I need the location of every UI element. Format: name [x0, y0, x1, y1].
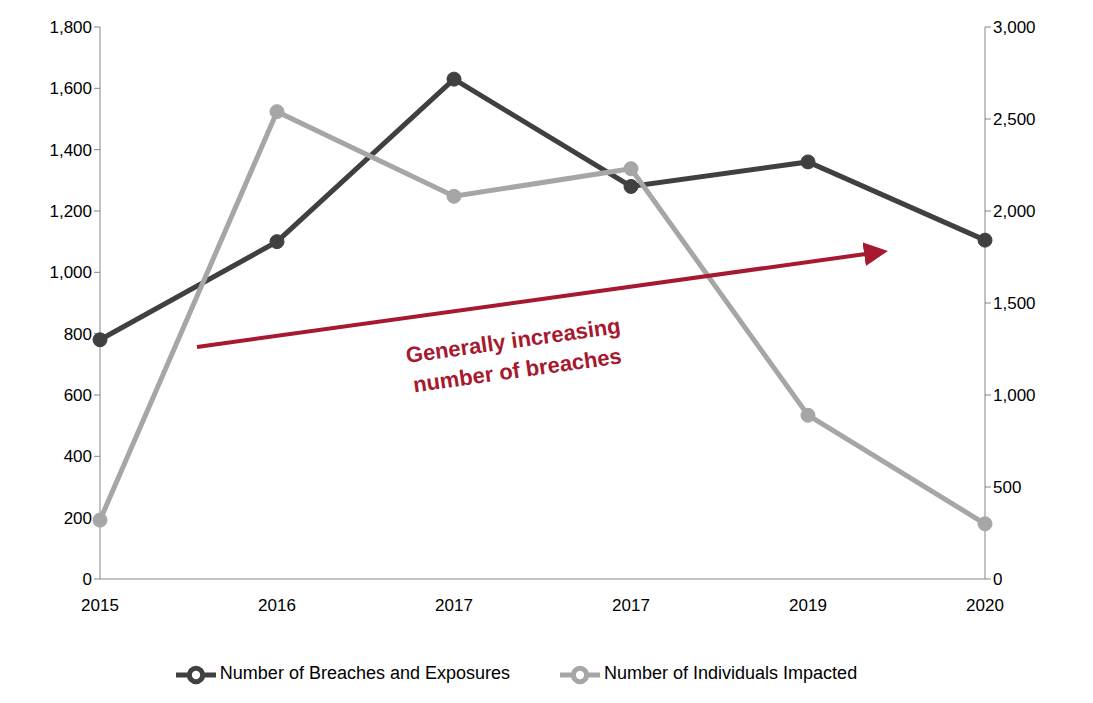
svg-text:1,000: 1,000	[49, 263, 92, 282]
svg-text:1,400: 1,400	[49, 141, 92, 160]
svg-text:2016: 2016	[258, 596, 296, 615]
svg-text:2019: 2019	[789, 596, 827, 615]
svg-text:1,000: 1,000	[993, 386, 1036, 405]
html-text:Number of Breaches and Exposur: Number of Breaches and Exposures	[219, 663, 510, 684]
svg-text:2,000: 2,000	[993, 202, 1036, 221]
svg-text:1,600: 1,600	[49, 79, 92, 98]
svg-text:1,800: 1,800	[49, 18, 92, 37]
svg-text:0: 0	[83, 570, 92, 589]
svg-text:number of breaches: number of breaches	[411, 343, 623, 397]
svg-text:0: 0	[993, 570, 1002, 589]
html-text:Number of Individuals Impacted: Number of Individuals Impacted	[604, 663, 858, 684]
svg-text:2,500: 2,500	[993, 110, 1036, 129]
svg-text:2015: 2015	[81, 596, 119, 615]
svg-text:800: 800	[64, 325, 92, 344]
svg-text:400: 400	[64, 447, 92, 466]
svg-text:1,200: 1,200	[49, 202, 92, 221]
svg-text:Generally increasing: Generally increasing	[404, 313, 622, 368]
svg-text:600: 600	[64, 386, 92, 405]
svg-text:2020: 2020	[966, 596, 1004, 615]
svg-text:2017: 2017	[435, 596, 473, 615]
svg-text:200: 200	[64, 509, 92, 528]
svg-text:3,000: 3,000	[993, 18, 1036, 37]
svg-text:1,500: 1,500	[993, 294, 1036, 313]
svg-text:500: 500	[993, 478, 1021, 497]
svg-text:2017: 2017	[612, 596, 650, 615]
